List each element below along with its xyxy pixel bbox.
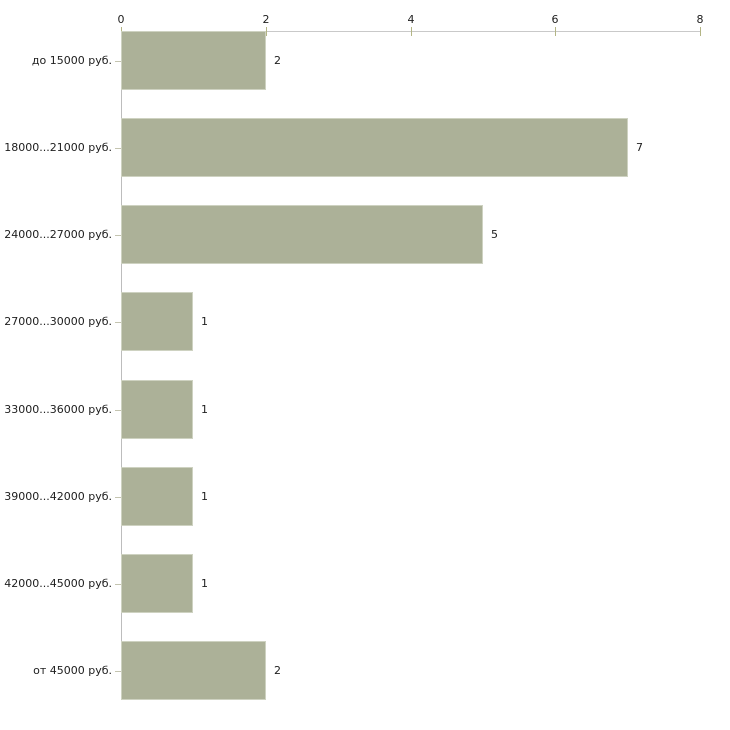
bar-value-label: 1 bbox=[201, 403, 208, 416]
x-tick-mark bbox=[555, 27, 556, 36]
category-label: 24000...27000 руб. bbox=[4, 228, 112, 241]
bar-value-label: 1 bbox=[201, 490, 208, 503]
y-tick-mark bbox=[115, 235, 121, 236]
bar bbox=[121, 31, 266, 90]
bar bbox=[121, 380, 193, 439]
x-tick-mark bbox=[266, 27, 267, 36]
bar bbox=[121, 292, 193, 351]
y-axis-line bbox=[121, 31, 122, 700]
bar bbox=[121, 554, 193, 613]
bar-value-label: 2 bbox=[274, 664, 281, 677]
x-tick-label: 8 bbox=[696, 13, 704, 26]
category-label: 42000...45000 руб. bbox=[4, 577, 112, 590]
category-label: 33000...36000 руб. bbox=[4, 403, 112, 416]
plot-area: 0 2 4 6 8 2 7 5 1 1 1 1 2 bbox=[115, 13, 704, 700]
bar bbox=[121, 467, 193, 526]
x-tick-label: 0 bbox=[117, 13, 125, 26]
category-label: до 15000 руб. bbox=[31, 54, 112, 67]
bar bbox=[121, 641, 266, 700]
x-tick-label: 4 bbox=[407, 13, 415, 26]
bar-value-label: 5 bbox=[491, 228, 498, 241]
x-axis-line bbox=[121, 31, 700, 32]
bar-value-label: 7 bbox=[636, 141, 643, 154]
x-tick-label: 6 bbox=[551, 13, 559, 26]
y-tick-mark bbox=[115, 584, 121, 585]
bar-value-label: 1 bbox=[201, 315, 208, 328]
category-label: 27000...30000 руб. bbox=[4, 315, 112, 328]
x-tick-mark bbox=[700, 27, 701, 36]
y-tick-mark bbox=[115, 497, 121, 498]
y-tick-mark bbox=[115, 410, 121, 411]
x-tick-label: 2 bbox=[262, 13, 270, 26]
category-label: 39000...42000 руб. bbox=[4, 490, 112, 503]
bar bbox=[121, 205, 483, 264]
bar-value-label: 2 bbox=[274, 54, 281, 67]
y-tick-mark bbox=[115, 322, 121, 323]
y-tick-mark bbox=[115, 61, 121, 62]
y-tick-mark bbox=[115, 148, 121, 149]
bar bbox=[121, 118, 628, 177]
category-label: 18000...21000 руб. bbox=[4, 141, 112, 154]
y-tick-mark bbox=[115, 671, 121, 672]
category-label: от 45000 руб. bbox=[33, 664, 112, 677]
bar-value-label: 1 bbox=[201, 577, 208, 590]
y-axis-category-labels: до 15000 руб. 18000...21000 руб. 24000...2… bbox=[0, 31, 112, 700]
x-tick-mark bbox=[411, 27, 412, 36]
